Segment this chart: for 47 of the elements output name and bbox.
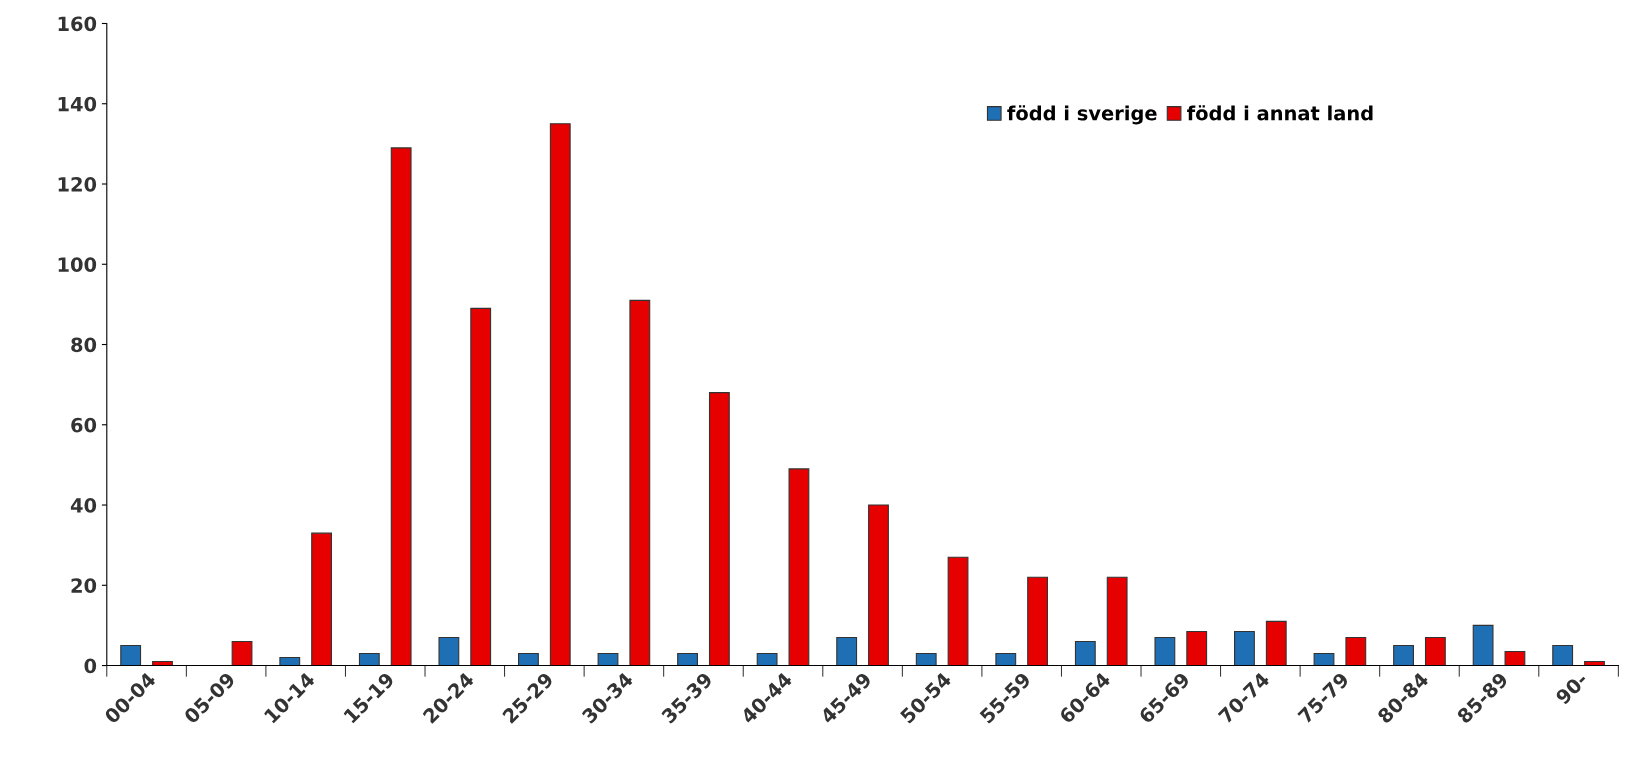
bar xyxy=(1234,630,1255,666)
y-tick-label: 40 xyxy=(70,497,97,513)
bar xyxy=(1552,644,1574,666)
bar xyxy=(915,652,937,666)
legend-label: född i sverige xyxy=(1007,105,1157,125)
bar xyxy=(1345,636,1367,666)
x-tick-label: 90- xyxy=(1554,671,1589,706)
bar xyxy=(518,652,539,666)
bar xyxy=(756,652,778,666)
bar xyxy=(438,636,460,666)
y-tick-label: 100 xyxy=(58,257,97,272)
bar xyxy=(279,656,301,666)
y-tick-label: 0 xyxy=(84,658,97,674)
y-tick-label: 160 xyxy=(58,16,97,32)
y-tick-label: 20 xyxy=(71,578,97,593)
y-tick-label: 60 xyxy=(71,417,97,433)
bar xyxy=(1424,636,1446,666)
bar xyxy=(1504,650,1526,666)
bar xyxy=(549,123,571,666)
bar xyxy=(120,644,142,666)
bar xyxy=(597,652,619,666)
bar xyxy=(677,652,698,666)
bar xyxy=(1472,624,1494,666)
bar xyxy=(947,556,969,666)
bar xyxy=(1154,636,1176,666)
bar xyxy=(836,636,858,666)
bar xyxy=(1106,576,1128,666)
bar xyxy=(629,299,651,666)
bar xyxy=(1313,652,1335,666)
y-tick-label: 140 xyxy=(58,96,97,112)
bar xyxy=(788,468,810,666)
bar xyxy=(1186,630,1208,666)
bar xyxy=(1074,640,1096,666)
bar xyxy=(311,532,333,666)
legend-label: född i annat land xyxy=(1187,105,1373,121)
bar xyxy=(231,640,253,666)
bar xyxy=(708,392,730,666)
bar xyxy=(868,504,889,666)
bar xyxy=(1393,644,1414,666)
y-tick-label: 120 xyxy=(58,176,97,192)
bar xyxy=(1265,620,1287,666)
bar xyxy=(1027,576,1049,666)
bar xyxy=(390,147,412,666)
bar xyxy=(358,652,380,666)
bar xyxy=(995,652,1017,666)
y-tick-label: 80 xyxy=(71,337,97,353)
bar xyxy=(470,307,492,666)
